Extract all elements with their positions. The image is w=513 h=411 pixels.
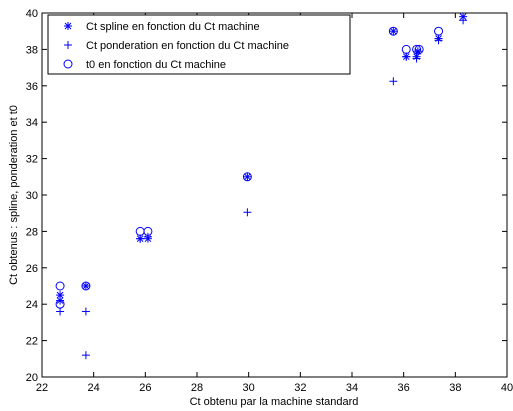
data-point-circle — [55, 281, 65, 291]
data-point-plus — [459, 16, 468, 25]
y-tick-label: 34 — [26, 117, 38, 129]
data-point-circle — [81, 281, 91, 291]
x-axis-label: Ct obtenu par la machine standard — [190, 396, 359, 408]
data-point-plus — [412, 54, 421, 63]
y-tick-label: 32 — [26, 154, 38, 166]
y-tick-label: 36 — [26, 81, 38, 93]
legend-marker-plus — [64, 41, 72, 49]
data-point-circle — [55, 299, 65, 309]
y-tick-label: 40 — [26, 8, 38, 20]
x-tick-label: 34 — [346, 382, 358, 394]
y-tick-label: 20 — [26, 372, 38, 384]
data-point-asterisk — [81, 282, 90, 290]
x-tick-label: 32 — [294, 382, 306, 394]
legend-entry: t0 en fonction du Ct machine — [86, 59, 226, 71]
y-tick-label: 26 — [26, 263, 38, 275]
data-point-circle — [434, 26, 444, 36]
data-point-plus — [243, 208, 252, 217]
legend-marker-asterisk — [64, 22, 72, 30]
data-point-plus — [56, 307, 65, 316]
data-point-plus — [136, 234, 145, 243]
y-tick-label: 30 — [26, 190, 38, 202]
data-point-plus — [434, 36, 443, 45]
data-point-plus — [81, 307, 90, 316]
data-point-plus — [143, 232, 152, 241]
legend-entry: Ct spline en fonction du Ct machine — [86, 21, 260, 33]
data-point-circle — [242, 172, 252, 182]
data-point-circle — [414, 44, 424, 54]
data-point-circle — [401, 44, 411, 54]
x-tick-label: 30 — [243, 382, 255, 394]
y-tick-label: 22 — [26, 336, 38, 348]
x-tick-label: 26 — [139, 382, 151, 394]
y-tick-label: 24 — [26, 299, 38, 311]
legend: Ct spline en fonction du Ct machine Ct po… — [47, 14, 351, 75]
x-tick-label: 22 — [36, 382, 48, 394]
data-point-circle — [388, 26, 398, 36]
y-tick-label: 38 — [26, 44, 38, 56]
axis-ticks: 22 24 26 28 30 32 34 36 38 4020222426283032343638… — [26, 8, 513, 394]
legend-marker-circle — [63, 59, 73, 69]
data-point-plus — [402, 52, 411, 61]
data-point-circle — [412, 44, 422, 54]
data-points — [55, 12, 468, 360]
x-tick-label: 36 — [398, 382, 410, 394]
legend-box — [47, 14, 351, 75]
data-point-asterisk — [389, 27, 398, 36]
data-point-asterisk — [243, 172, 252, 181]
data-point-plus — [81, 351, 90, 360]
y-axis-label: Ct obtenus : spline, ponderation et t0 — [8, 105, 20, 285]
x-tick-label: 24 — [88, 382, 100, 394]
x-tick-label: 38 — [449, 382, 461, 394]
data-point-circle — [143, 226, 153, 236]
legend-entry: Ct ponderation en fonction du Ct machine — [86, 40, 289, 52]
x-tick-label: 40 — [501, 382, 513, 394]
y-tick-label: 28 — [26, 226, 38, 238]
x-tick-label: 28 — [191, 382, 203, 394]
data-point-plus — [389, 77, 398, 86]
